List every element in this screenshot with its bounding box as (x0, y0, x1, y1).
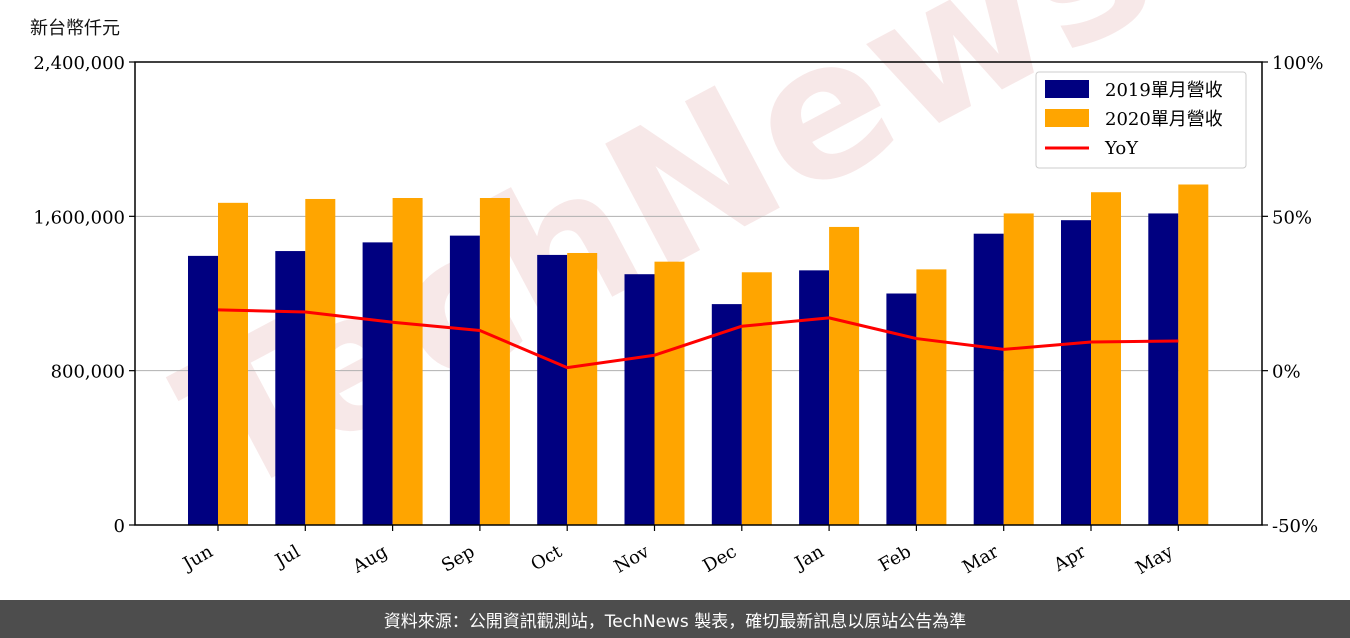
bar-2020 (1003, 213, 1034, 526)
x-tick-label: Sep (438, 541, 478, 576)
bars-group (188, 184, 1209, 526)
y-right-tick-label: 50% (1272, 207, 1312, 228)
x-tick-label: May (1132, 541, 1177, 579)
y-right-tick-label: -50% (1272, 516, 1318, 537)
y-tick-label: 1,600,000 (33, 207, 125, 228)
x-tick-label: Aug (348, 541, 391, 578)
x-tick-label: Apr (1049, 541, 1089, 576)
y-tick-label: 0 (114, 516, 125, 537)
bar-2020 (741, 272, 772, 525)
x-tick-label: Jul (270, 541, 304, 573)
bar-2020 (829, 226, 860, 525)
y-tick-label: 800,000 (51, 362, 125, 383)
bar-2020 (479, 198, 510, 525)
legend-swatch-2020 (1045, 109, 1089, 127)
legend-swatch-2019 (1045, 80, 1089, 98)
x-tick-label: Nov (611, 541, 654, 578)
x-tick-label: Jan (790, 541, 828, 575)
bar-2019 (275, 251, 306, 525)
x-tick-label: Jun (178, 541, 217, 576)
bar-2019 (886, 293, 917, 525)
x-tick-label: Oct (527, 541, 566, 576)
y-tick-label: 2,400,000 (33, 53, 125, 74)
bar-2020 (305, 198, 336, 526)
bar-2020 (218, 202, 248, 525)
source-footer: 資料來源：公開資訊觀測站，TechNews 製表，確切最新訊息以原站公告為準 (0, 600, 1350, 638)
bar-2019 (624, 274, 655, 525)
y-right-tick-label: 100% (1272, 53, 1323, 74)
bar-2020 (916, 269, 947, 525)
bar-2020 (654, 261, 685, 525)
bar-2019 (799, 270, 830, 525)
legend-label-yoy: YoY (1104, 138, 1139, 159)
x-tick-label: Dec (699, 541, 740, 577)
bar-2019 (711, 304, 742, 525)
bar-2019 (362, 242, 393, 526)
legend-label-2019: 2019單月營收 (1105, 80, 1223, 101)
x-tick-label: Mar (959, 541, 1003, 578)
bar-2019 (537, 254, 568, 525)
plot-frame (134, 61, 1263, 526)
revenue-chart: TechNews 0 -50%800,000 0%1,600,000 50%2,400… (33, 0, 1323, 579)
bar-2020 (1091, 192, 1121, 525)
yoy-line (217, 308, 1179, 370)
bar-2019 (449, 235, 480, 525)
yoy-line-group (217, 308, 1179, 370)
y-right-tick-label: 0% (1272, 362, 1301, 383)
bar-2020 (567, 252, 598, 526)
legend: 2019單月營收 2020單月營收 YoY (1035, 71, 1247, 169)
y-axis-unit-label: 新台幣仟元 (30, 18, 120, 39)
bar-2019 (188, 255, 218, 525)
bar-2020 (392, 198, 423, 525)
legend-label-2020: 2020單月營收 (1105, 109, 1223, 130)
bar-2019 (973, 233, 1004, 525)
x-tick-label: Feb (875, 541, 915, 576)
bar-2020 (1178, 184, 1209, 526)
bar-2019 (1061, 220, 1091, 526)
bar-2019 (1148, 213, 1179, 526)
